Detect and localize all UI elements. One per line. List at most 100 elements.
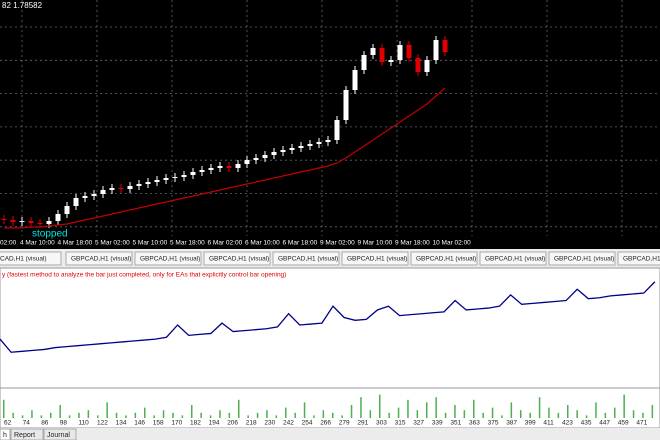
volume-bar (153, 415, 155, 418)
bottom-tab-label[interactable]: h (3, 432, 7, 439)
bottom-tab-label[interactable]: Journal (47, 432, 70, 439)
axis-label: 254 (302, 420, 313, 427)
candle-body (190, 172, 196, 175)
tab-label[interactable]: GBPCAD,H1 (visual) (278, 256, 338, 263)
volume-bar (68, 415, 71, 418)
candle-body (370, 48, 376, 55)
volume-bar (350, 405, 353, 418)
candle-body (37, 223, 43, 224)
axis-label: 74 (23, 420, 31, 427)
axis-label: 86 (41, 420, 49, 427)
volume-bar (12, 412, 14, 418)
volume-bar (520, 410, 522, 418)
chart-background (0, 0, 660, 249)
x-tick-label: 4 Mar 18:00 (58, 240, 93, 247)
candle-body (217, 166, 223, 168)
volume-bar (632, 410, 635, 418)
candle-body (235, 164, 241, 168)
volume-bar (614, 407, 616, 418)
tab[interactable] (341, 251, 409, 266)
volume-bar (3, 399, 5, 418)
volume-bar (50, 412, 52, 418)
tab-label[interactable]: GBPCAD,H1 (visual) (209, 256, 269, 263)
volume-bar (125, 415, 127, 418)
candle-body (100, 190, 106, 194)
tab[interactable] (548, 251, 616, 266)
tab[interactable] (0, 251, 62, 266)
tab-label[interactable]: CAD,H1 (visual) (0, 256, 47, 263)
volume-bar (115, 412, 118, 418)
tab[interactable] (272, 251, 340, 266)
tab[interactable] (617, 251, 660, 266)
bottom-tab[interactable] (0, 428, 11, 440)
tab-label[interactable]: GBPCAD,H1 (visual) (71, 256, 131, 263)
bottom-tab[interactable] (43, 428, 77, 440)
candle-body (262, 155, 268, 158)
moving-average (4, 87, 446, 229)
candle-body (397, 45, 403, 60)
x-tick-label: 6 Mar 18:00 (283, 240, 318, 247)
tab[interactable] (479, 251, 547, 266)
axis-label: 387 (506, 420, 517, 427)
volume-bar (576, 410, 578, 418)
bottom-tab[interactable] (10, 428, 44, 440)
tab[interactable] (65, 251, 133, 266)
volume-bar (200, 412, 202, 418)
candle-body (154, 180, 160, 182)
candle-body (325, 140, 331, 142)
candle-body (316, 142, 322, 144)
candle-body (10, 220, 16, 222)
axis-label: 218 (246, 420, 257, 427)
tab[interactable] (410, 251, 478, 266)
axis-label: 182 (190, 420, 201, 427)
volume-bar (416, 410, 419, 418)
x-tick-label: 5 Mar 02:00 (95, 240, 130, 247)
tab[interactable] (203, 251, 271, 266)
tab-label[interactable]: GBPCAD,H1 (visual) (140, 256, 200, 263)
volume-bar (463, 410, 466, 418)
candle-body (226, 166, 232, 168)
candle-body (352, 70, 358, 90)
volume-bar (510, 402, 513, 418)
candle-body (127, 186, 133, 189)
tab[interactable] (134, 251, 202, 266)
axis-label: 399 (525, 420, 536, 427)
volume-bar (379, 394, 381, 418)
x-tick-label: 9 Mar 02:00 (320, 240, 355, 247)
axis-label: 447 (599, 420, 610, 427)
volume-bar (491, 407, 494, 418)
candle-body (199, 170, 205, 172)
axis-label: 351 (450, 420, 461, 427)
candle-body (271, 152, 277, 155)
volume-bar (134, 412, 137, 418)
axis-label: 375 (488, 420, 499, 427)
volume-bar (191, 405, 193, 418)
bottom-tab-bar (0, 428, 660, 440)
axis-label: 110 (78, 420, 89, 427)
axis-label: 459 (618, 420, 629, 427)
x-tick-label: 10 Mar 02:00 (433, 240, 472, 247)
candle-body (298, 146, 304, 148)
candle-body (28, 221, 34, 223)
tab-label[interactable]: GBPCAD,H1 (visual) (554, 256, 614, 263)
axis-label: 194 (209, 420, 220, 427)
tab-label[interactable]: GBPCAD,H1 (visual) (416, 256, 476, 263)
tab-label[interactable]: GBPCAD,H1 (visual) (485, 256, 545, 263)
candle-body (280, 150, 286, 152)
stopped-label: stopped (32, 229, 68, 240)
grid (0, 0, 660, 236)
candle-body (109, 188, 115, 190)
tab-label[interactable]: GBPCAD,H1 (visual) (623, 256, 660, 263)
x-tick-label: 6 Mar 02:00 (208, 240, 243, 247)
axis-label: 279 (339, 420, 350, 427)
bottom-tab-label[interactable]: Report (14, 432, 35, 439)
tab-label[interactable]: GBPCAD,H1 (visual) (347, 256, 407, 263)
volume-bar (303, 402, 306, 418)
axis-label: 411 (543, 420, 554, 427)
candle-body (145, 182, 151, 184)
volume-bar (623, 394, 625, 418)
axis-label: 62 (4, 420, 12, 427)
volume-bar (162, 410, 165, 418)
x-tick-label: 5 Mar 18:00 (170, 240, 205, 247)
volume-bar (444, 412, 447, 418)
